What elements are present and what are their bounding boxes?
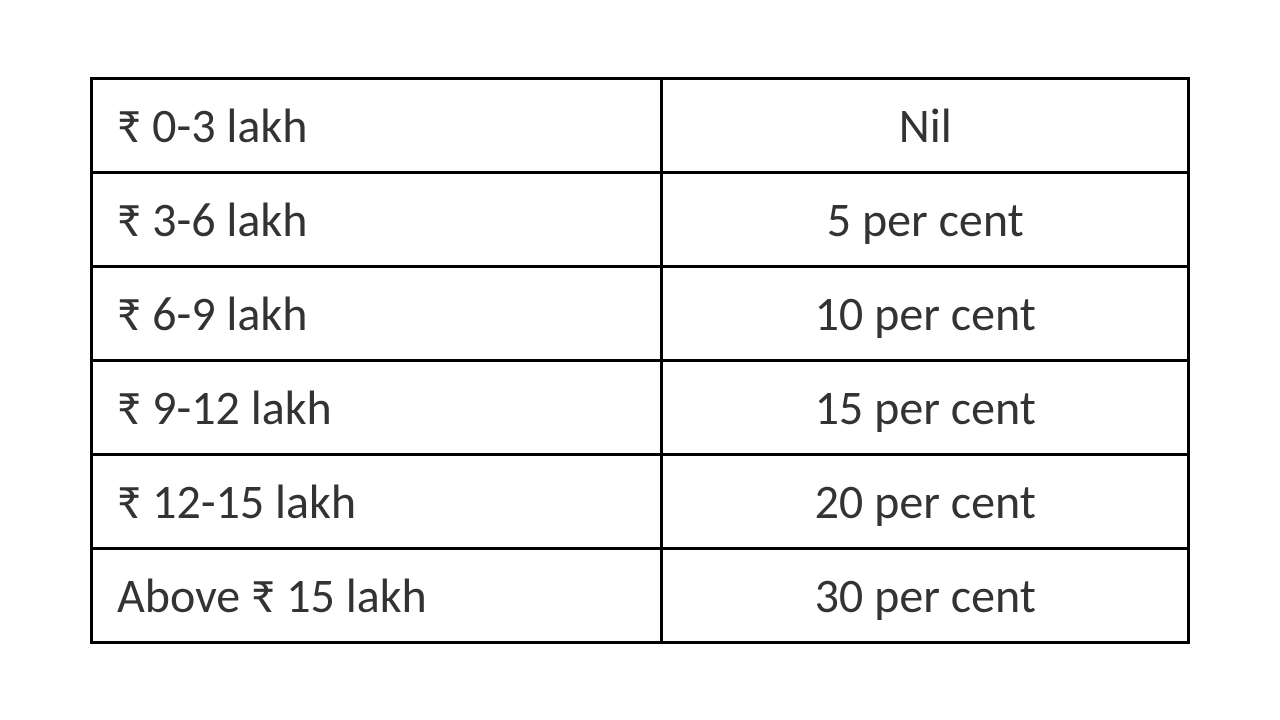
rate-cell: 20 per cent xyxy=(662,454,1189,548)
rate-cell: Nil xyxy=(662,78,1189,172)
table-row: ₹ 0-3 lakh Nil xyxy=(92,78,1189,172)
tax-slab-table-container: ₹ 0-3 lakh Nil ₹ 3-6 lakh 5 per cent ₹ 6… xyxy=(90,77,1190,644)
slab-cell: ₹ 12-15 lakh xyxy=(92,454,662,548)
rate-cell: 15 per cent xyxy=(662,360,1189,454)
table-row: ₹ 9-12 lakh 15 per cent xyxy=(92,360,1189,454)
slab-cell: ₹ 0-3 lakh xyxy=(92,78,662,172)
rate-cell: 30 per cent xyxy=(662,548,1189,642)
rate-cell: 5 per cent xyxy=(662,172,1189,266)
slab-cell: ₹ 3-6 lakh xyxy=(92,172,662,266)
table-row: Above ₹ 15 lakh 30 per cent xyxy=(92,548,1189,642)
table-row: ₹ 3-6 lakh 5 per cent xyxy=(92,172,1189,266)
table-row: ₹ 6-9 lakh 10 per cent xyxy=(92,266,1189,360)
table-row: ₹ 12-15 lakh 20 per cent xyxy=(92,454,1189,548)
rate-cell: 10 per cent xyxy=(662,266,1189,360)
slab-cell: ₹ 9-12 lakh xyxy=(92,360,662,454)
tax-slab-table: ₹ 0-3 lakh Nil ₹ 3-6 lakh 5 per cent ₹ 6… xyxy=(90,77,1190,644)
slab-cell: Above ₹ 15 lakh xyxy=(92,548,662,642)
slab-cell: ₹ 6-9 lakh xyxy=(92,266,662,360)
